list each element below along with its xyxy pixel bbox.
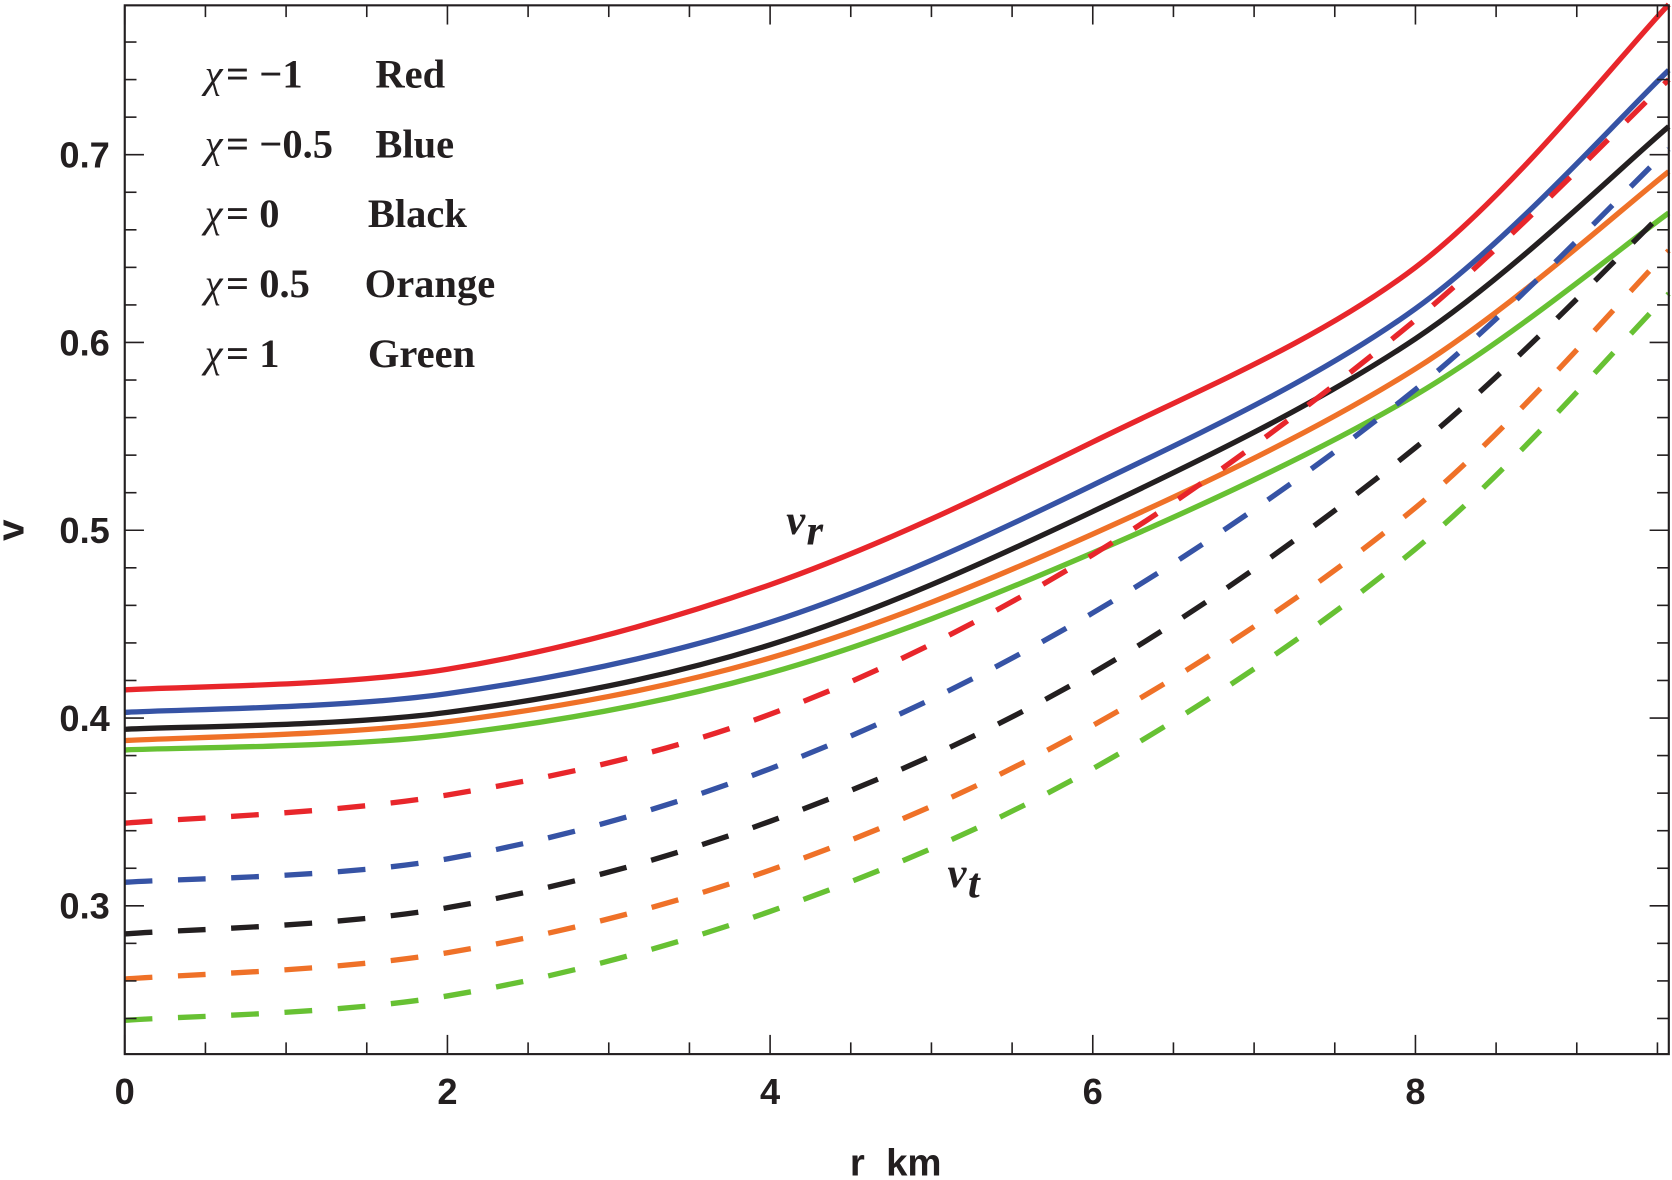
vt-series-line [124, 205, 1671, 937]
ticks [123, 5, 1669, 1055]
vr-series-line [124, 68, 1671, 716]
y-axis-label: v [0, 519, 32, 541]
legend-chi: χ [201, 51, 224, 96]
vt-series-line [124, 248, 1671, 982]
vr-series-line [124, 210, 1671, 753]
legend-color-name: Red [375, 51, 445, 96]
legend-chi: χ [201, 331, 224, 376]
legend-color-name: Green [368, 331, 475, 376]
plot-frame [123, 4, 1670, 1056]
legend-value: = 1 [226, 331, 279, 376]
vt-series-line [124, 77, 1671, 826]
y-tick-label: 0.3 [59, 886, 109, 927]
x-tick-label: 2 [437, 1071, 457, 1112]
vr-series-line [124, 124, 1671, 732]
x-axis-label: r km [850, 1142, 942, 1180]
tick-labels: 0 2 4 6 8 0.3 0.4 0.5 0.6 0.7 [59, 134, 1425, 1112]
legend-chi: χ [201, 261, 224, 306]
legend-value: = 0 [226, 191, 279, 236]
legend-value: = −1 [226, 51, 303, 96]
x-tick-label: 0 [115, 1071, 135, 1112]
y-tick-label: 0.6 [59, 322, 109, 363]
vt-series-line [124, 291, 1671, 1024]
vr-series-line [124, 169, 1671, 744]
legend-chi: χ [201, 191, 224, 236]
legend-value: = −0.5 [226, 121, 333, 166]
curve-label-subscript: r [806, 508, 823, 555]
vr-series-line [124, 2, 1671, 693]
x-tick-label: 8 [1405, 1071, 1425, 1112]
x-tick-label: 6 [1083, 1071, 1103, 1112]
annotations: v rv t [786, 497, 981, 908]
y-tick-label: 0.5 [59, 510, 109, 551]
y-tick-label: 0.7 [59, 134, 109, 175]
legend-color-name: Blue [375, 121, 454, 166]
curves [124, 2, 1671, 1024]
vt-series-line [124, 147, 1671, 885]
legend-color-name: Black [368, 191, 467, 236]
curve-label: v [948, 850, 968, 897]
y-tick-label: 0.4 [59, 698, 109, 739]
legend-color-name: Orange [365, 261, 495, 306]
legend-chi: χ [201, 121, 224, 166]
x-tick-label: 4 [760, 1071, 780, 1112]
legend-value: = 0.5 [226, 261, 310, 306]
curve-label-subscript: t [968, 861, 981, 908]
curve-label: v [786, 497, 806, 544]
legend: χ = −1 Red χ = −0.5 Blue χ = 0 Black χ = 0.5 Or… [201, 51, 495, 376]
